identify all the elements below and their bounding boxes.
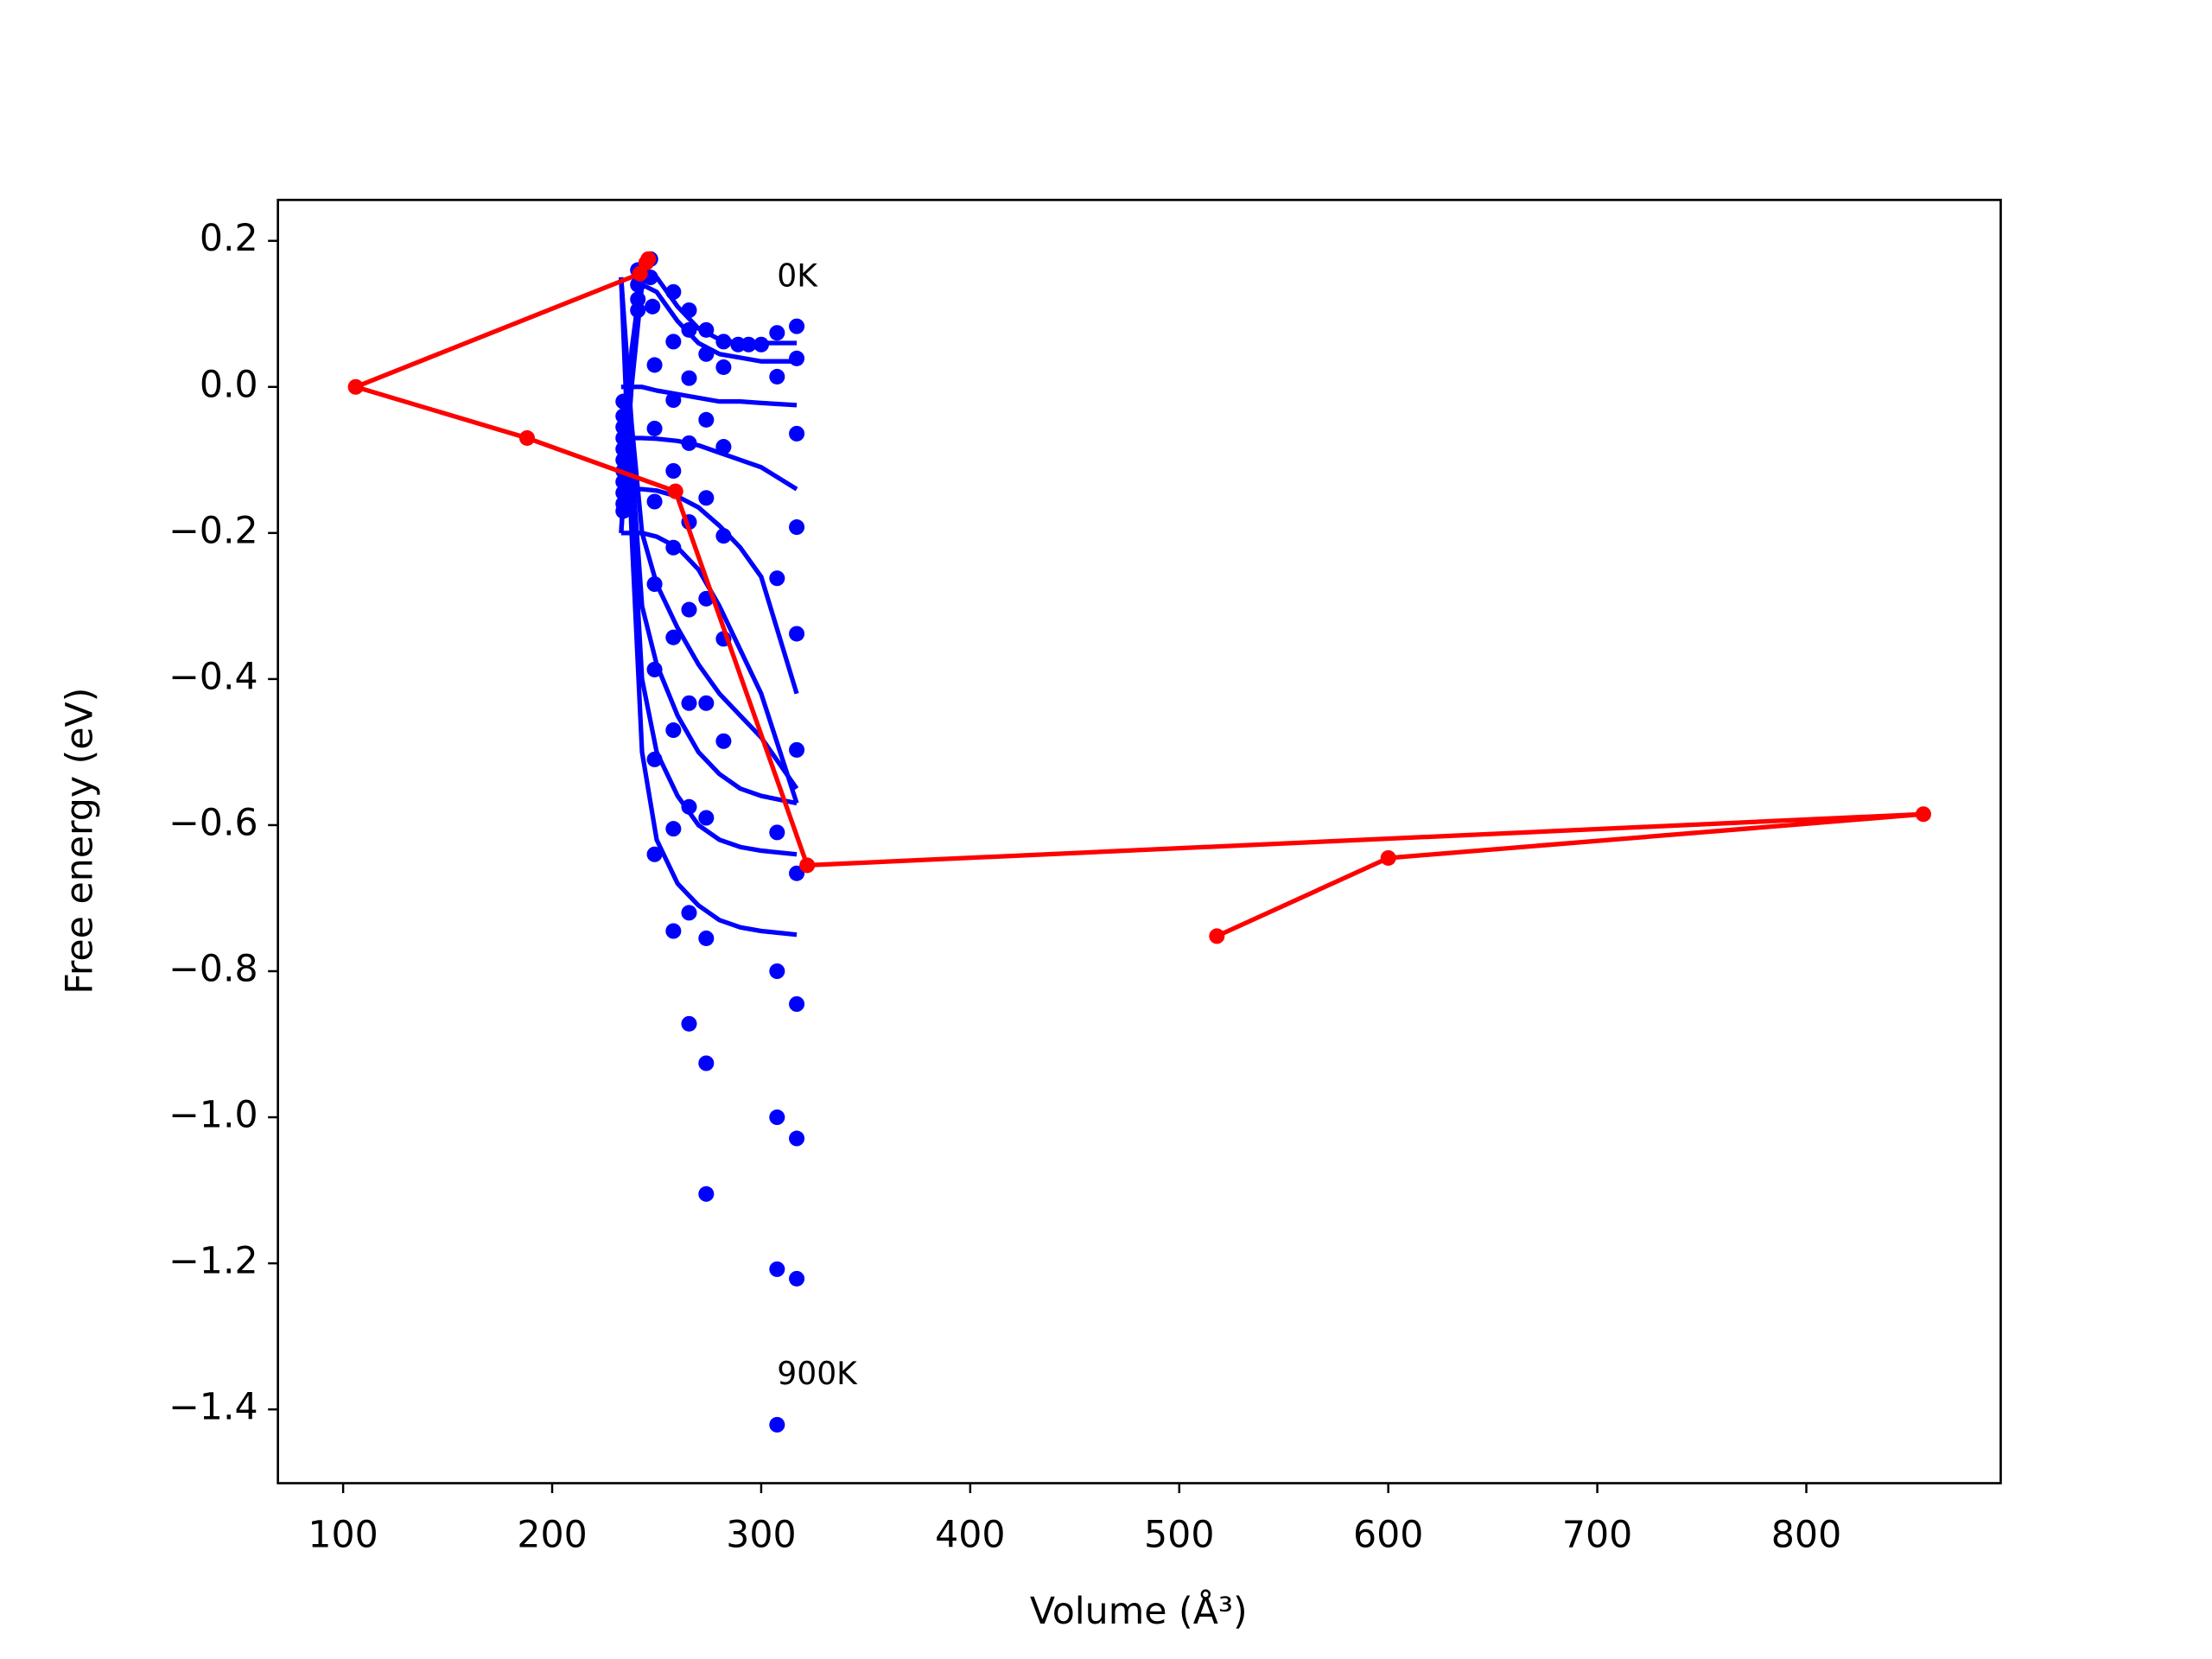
x-axis-label: Volume (Å³) [1030,1589,1248,1633]
data-point [789,995,805,1013]
y-tick-label: −1.4 [168,1386,258,1429]
annotation: 900K [777,1355,858,1392]
data-point [667,483,683,499]
data-point [698,1185,715,1202]
series-line [619,276,798,806]
series-line [620,435,798,492]
data-point [665,629,682,645]
data-point [681,905,697,921]
data-point [799,857,816,874]
series-line [620,385,798,408]
y-tick-label: −0.6 [168,801,258,844]
data-point [789,1270,805,1287]
data-point [665,462,682,480]
data-point [665,334,682,350]
x-tick-label: 100 [308,1513,378,1556]
x-tick-label: 300 [726,1513,796,1556]
data-point [698,490,715,506]
y-tick-label: −0.4 [168,655,258,698]
data-point [698,1055,715,1071]
data-point [645,298,661,315]
data-point [1915,806,1932,823]
data-point [769,1261,785,1277]
data-point [1209,928,1225,944]
data-point [789,350,805,366]
y-tick-label: −1.2 [168,1240,258,1283]
data-point [681,601,697,618]
data-point [698,930,715,946]
data-point [347,378,364,395]
data-point [640,251,657,267]
data-point [1380,849,1396,866]
x-tick-label: 200 [517,1513,587,1556]
y-tick-label: −1.0 [168,1094,258,1137]
data-point [518,429,536,446]
data-point [665,821,682,837]
data-point [789,318,805,334]
data-point [665,923,682,939]
data-point [681,370,697,386]
data-point [789,1130,805,1147]
data-point [769,963,785,980]
data-point [789,741,805,758]
series-line [619,276,798,857]
data-point [715,359,732,375]
y-tick-label: −0.2 [168,509,258,552]
data-point [681,695,697,711]
series-line [619,282,798,534]
series-line [619,276,798,938]
annotation: 0K [777,257,818,295]
data-point [769,368,785,385]
data-point [698,695,715,711]
x-tick-label: 400 [935,1513,1005,1556]
y-axis-label: Free energy (eV) [59,688,102,995]
data-point [646,846,663,862]
data-point [769,325,785,341]
data-point [769,570,785,587]
data-point [681,1015,697,1032]
data-point [789,519,805,536]
data-point [698,411,715,428]
data-point [789,626,805,642]
data-point [769,824,785,841]
x-tick-label: 500 [1144,1513,1214,1556]
y-tick-label: −0.8 [168,947,258,990]
data-point [646,357,663,373]
data-point [769,1416,785,1433]
data-point [698,810,715,826]
plot-frame [276,199,2002,1484]
data-point [646,420,663,436]
data-point [646,493,663,510]
x-tick-label: 600 [1353,1513,1423,1556]
x-tick-label: 700 [1562,1513,1632,1556]
y-tick-label: 0.2 [200,217,258,260]
x-tick-label: 800 [1771,1513,1841,1556]
data-point [769,1109,785,1126]
series-line [619,267,798,533]
y-tick-label: 0.0 [200,363,258,406]
data-point [789,425,805,442]
data-point [715,733,732,749]
data-point [665,722,682,739]
